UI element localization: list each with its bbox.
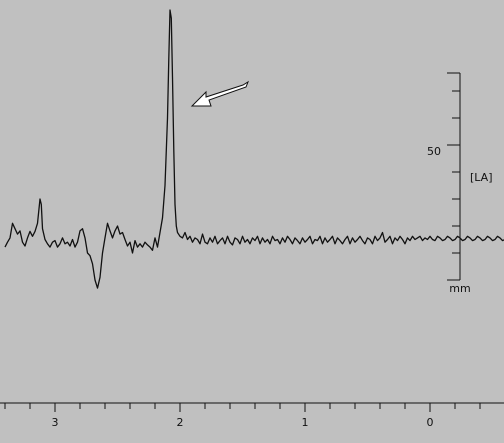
x-axis: 3 2 1 0 — [0, 402, 504, 429]
peak-arrow-annotation — [190, 80, 250, 107]
x-tick-label: 0 — [427, 416, 434, 429]
vertical-scale-bar: 50 [LA] mm — [427, 72, 493, 295]
series-line — [4, 9, 504, 289]
arrow-icon — [190, 80, 250, 107]
scale-unit-label: mm — [449, 282, 470, 295]
x-tick-label: 3 — [52, 416, 59, 429]
x-tick-label: 2 — [177, 416, 184, 429]
x-major-ticks: 3 2 1 0 — [52, 403, 434, 429]
scale-bar-ticks — [447, 72, 460, 281]
scale-axis-label: [LA] — [470, 171, 493, 184]
scale-tick-label: 50 — [427, 145, 441, 158]
x-tick-label: 1 — [302, 416, 309, 429]
